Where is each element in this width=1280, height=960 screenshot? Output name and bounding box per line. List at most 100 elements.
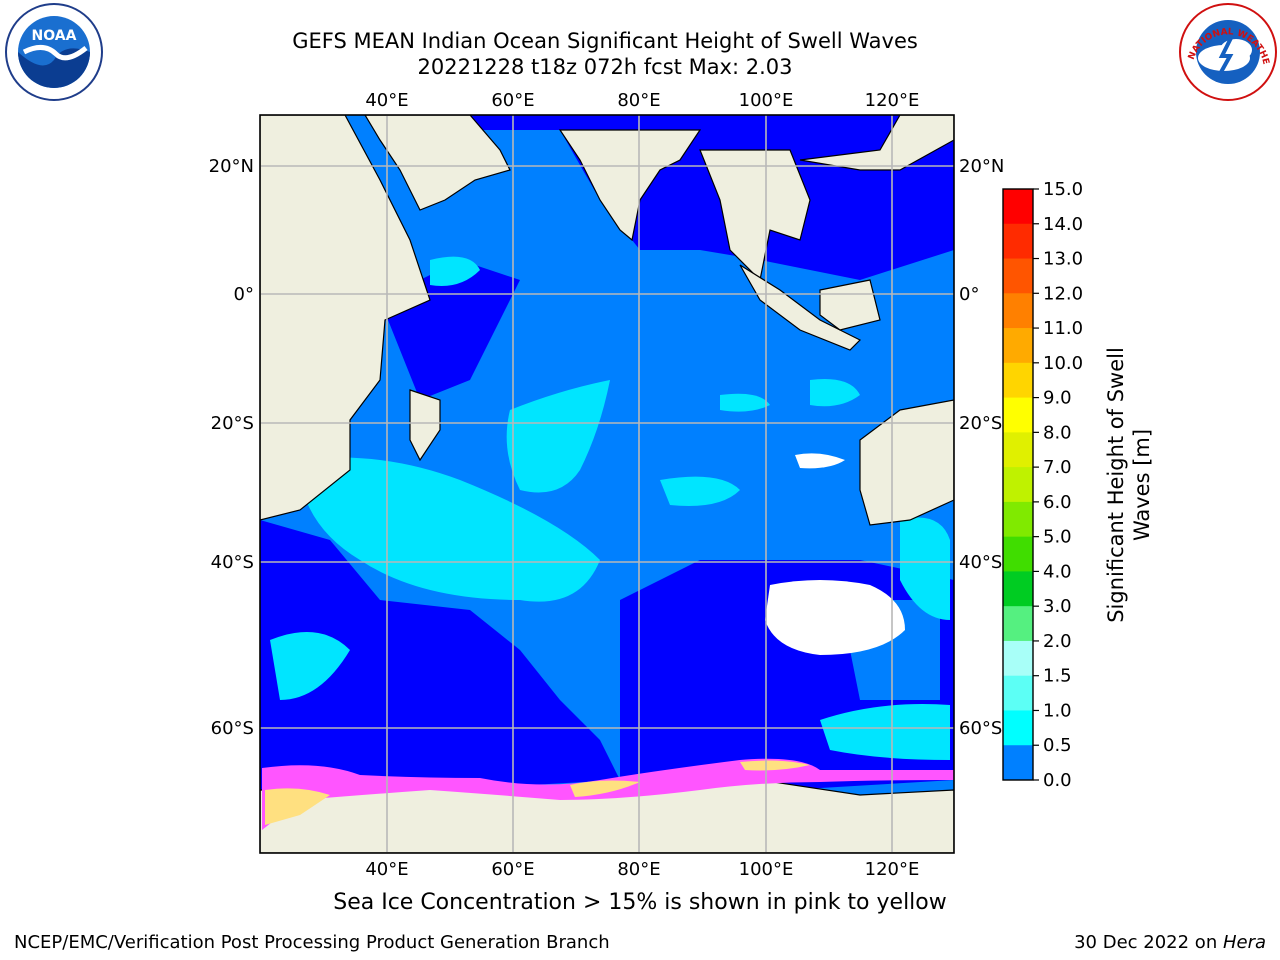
- colorbar-swatch: [1003, 293, 1033, 329]
- colorbar-swatch: [1003, 675, 1033, 711]
- swell-zone-low-sw: [260, 520, 620, 800]
- colorbar-swatches: [1003, 189, 1033, 781]
- borneo-land: [819, 279, 881, 331]
- sea-ice-pink: [262, 758, 954, 830]
- footer-credit: NCEP/EMC/Verification Post Processing Pr…: [14, 932, 610, 953]
- map-area: [260, 115, 954, 853]
- colorbar-swatch: [1003, 397, 1033, 433]
- graticule: [260, 115, 954, 853]
- lon-tick-bottom: 120°E: [865, 859, 920, 880]
- lat-ticks-left: 20°N 0° 20°S 40°S 60°S: [209, 156, 254, 739]
- no-data-region: [765, 580, 905, 655]
- sea-ice-yellow-east: [740, 760, 810, 771]
- colorbar-tick-label: 7.0: [1043, 457, 1072, 478]
- lon-tick-top: 80°E: [617, 90, 660, 111]
- colorbar-tick-label: 15.0: [1043, 179, 1083, 200]
- lon-tick-top: 120°E: [865, 90, 920, 111]
- lat-tick-right: 40°S: [959, 552, 1002, 573]
- colorbar-swatch: [1003, 606, 1033, 642]
- noaa-logo: NOAA: [5, 3, 103, 101]
- swell-zone-high-australia: [900, 517, 950, 620]
- swell-zone-high-somalia: [430, 256, 480, 286]
- lat-tick-left: 20°N: [209, 156, 254, 177]
- lat-ticks-right: 20°N 0° 20°S 40°S 60°S: [959, 156, 1004, 739]
- lat-tick-left: 40°S: [211, 552, 254, 573]
- colorbar-tick-label: 0.5: [1043, 735, 1072, 756]
- swell-zone-high-mid: [720, 393, 770, 412]
- colorbar-swatch: [1003, 432, 1033, 468]
- lat-tick-left: 0°: [234, 284, 254, 305]
- lon-tick-top: 100°E: [739, 90, 794, 111]
- sea-ice-yellow-west: [265, 788, 330, 825]
- swell-zone-high-east: [660, 476, 740, 506]
- australia-land: [859, 399, 954, 526]
- lat-tick-right: 20°N: [959, 156, 1004, 177]
- colorbar-tick-label: 9.0: [1043, 388, 1072, 409]
- madagascar-land: [409, 389, 441, 462]
- lat-tick-left: 60°S: [211, 718, 254, 739]
- chart-title: GEFS MEAN Indian Ocean Significant Heigh…: [292, 29, 918, 53]
- colorbar-swatch: [1003, 467, 1033, 503]
- colorbar-swatch: [1003, 501, 1033, 538]
- colorbar-tick-label: 11.0: [1043, 318, 1083, 339]
- footer-machine: Hera: [1222, 932, 1266, 953]
- arabia-land: [364, 115, 511, 211]
- colorbar-tick-label: 1.5: [1043, 666, 1072, 687]
- chart-subtitle: 20221228 t18z 072h fcst Max: 2.03: [417, 55, 793, 79]
- colorbar-frame: [1002, 188, 1034, 781]
- colorbar-swatch: [1003, 189, 1033, 225]
- colorbar-swatch: [1003, 536, 1033, 572]
- lon-tick-bottom: 60°E: [491, 859, 534, 880]
- lat-tick-right: 0°: [959, 284, 979, 305]
- lon-ticks-bottom: 40°E 60°E 80°E 100°E 120°E: [365, 859, 919, 880]
- colorbar-swatch: [1003, 571, 1033, 607]
- colorbar-tick-label: 14.0: [1043, 214, 1083, 235]
- china-land: [799, 115, 954, 171]
- no-data-small: [795, 453, 845, 469]
- colorbar-swatch: [1003, 258, 1033, 294]
- colorbar-label: Significant Height of Swell Waves [m]: [1104, 347, 1154, 623]
- lon-tick-bottom: 80°E: [617, 859, 660, 880]
- swell-zone-high-far-south: [820, 704, 950, 760]
- swell-zone-high-central: [506, 380, 610, 493]
- lat-tick-right: 20°S: [959, 413, 1002, 434]
- colorbar-tick-label: 4.0: [1043, 561, 1072, 582]
- lon-tick-bottom: 40°E: [365, 859, 408, 880]
- swell-zone-high-sw: [300, 457, 600, 602]
- lon-ticks-top: 40°E 60°E 80°E 100°E 120°E: [365, 90, 919, 111]
- colorbar-tick-label: 8.0: [1043, 422, 1072, 443]
- lon-tick-top: 40°E: [365, 90, 408, 111]
- footer-date: 30 Dec 2022 on Hera: [1074, 932, 1266, 953]
- colorbar-swatch: [1003, 223, 1033, 260]
- colorbar-tick-label: 10.0: [1043, 353, 1083, 374]
- colorbar-swatch: [1003, 328, 1033, 364]
- colorbar-tick-label: 12.0: [1043, 283, 1083, 304]
- footer-date-text: 30 Dec 2022 on: [1074, 932, 1223, 953]
- colorbar-tick-label: 3.0: [1043, 596, 1072, 617]
- sea-ice-yellow-central: [570, 780, 640, 797]
- colorbar-swatch: [1003, 640, 1033, 677]
- colorbar-swatch: [1003, 745, 1033, 781]
- colorbar-tick-label: 1.0: [1043, 700, 1072, 721]
- swell-zone-high-southwest: [270, 632, 350, 700]
- colorbar-ticks: 15.0 14.0 13.0 12.0 11.0 10.0 9.0 8.0 7.0 6.0 5.0 4…: [1033, 179, 1083, 791]
- lat-tick-left: 20°S: [211, 413, 254, 434]
- india-land: [558, 129, 702, 242]
- colorbar-label-line1: Significant Height of Swell: [1104, 347, 1128, 623]
- colorbar-tick-label: 6.0: [1043, 492, 1072, 513]
- colorbar-tick-label: 2.0: [1043, 631, 1072, 652]
- colorbar-tick-label: 0.0: [1043, 770, 1072, 791]
- swell-zone-high-mid2: [810, 379, 860, 407]
- swell-zone-mid-arabian: [540, 183, 590, 220]
- colorbar-label-line2: Waves [m]: [1130, 429, 1154, 541]
- sea-ice-note: Sea Ice Concentration > 15% is shown in …: [333, 890, 947, 915]
- colorbar-swatch: [1003, 710, 1033, 746]
- map-frame: [259, 114, 955, 854]
- lon-tick-top: 60°E: [491, 90, 534, 111]
- colorbar-tick-label: 13.0: [1043, 249, 1083, 270]
- lat-tick-right: 60°S: [959, 718, 1002, 739]
- noaa-logo-text: NOAA: [32, 28, 77, 44]
- colorbar-swatch: [1003, 362, 1033, 399]
